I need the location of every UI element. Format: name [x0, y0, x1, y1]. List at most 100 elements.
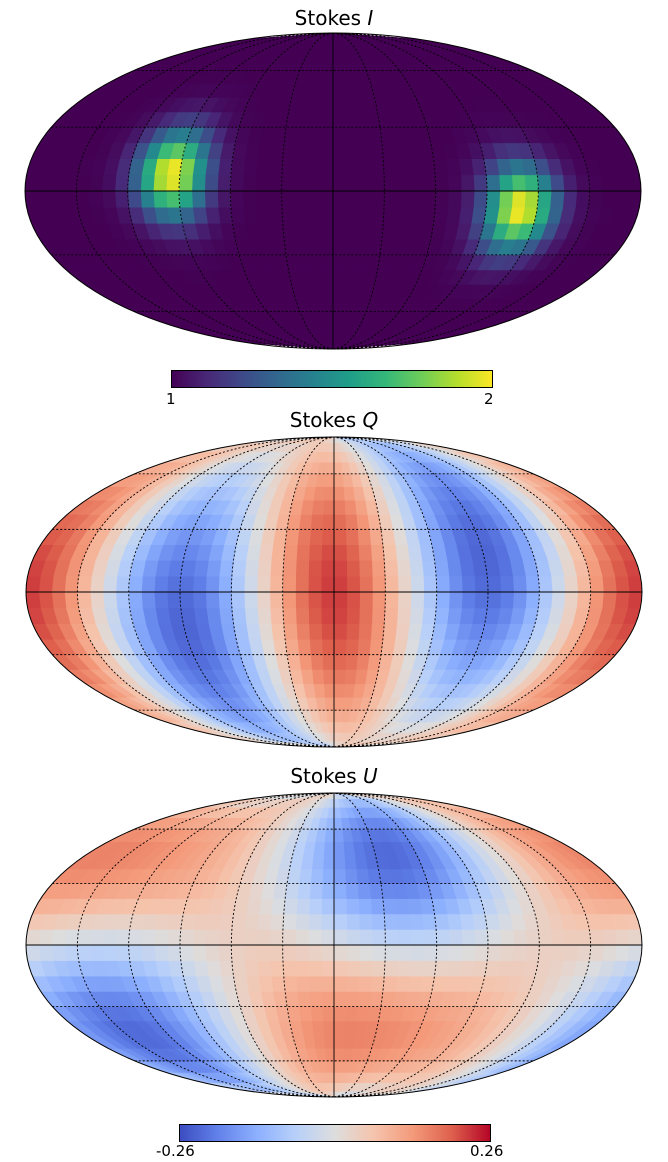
- map-pixel: [76, 944, 92, 961]
- map-pixel: [141, 575, 156, 593]
- map-pixel: [333, 544, 347, 561]
- map-pixel: [295, 929, 309, 946]
- map-pixel: [447, 174, 462, 192]
- map-pixel: [470, 206, 487, 224]
- map-pixel: [627, 575, 642, 593]
- map-pixel: [308, 975, 323, 992]
- map-pixel: [433, 158, 449, 176]
- map-pixel: [282, 591, 297, 609]
- map-pixel: [369, 142, 384, 159]
- map-pixel: [332, 70, 343, 84]
- map-pixel: [309, 883, 323, 899]
- map-pixel: [512, 944, 527, 961]
- map-pixel: [218, 960, 234, 977]
- map-pixel: [346, 575, 361, 593]
- map-pixel: [381, 142, 397, 159]
- map-pixel: [382, 898, 398, 915]
- map-pixel: [193, 960, 209, 977]
- map-pixel: [525, 591, 540, 609]
- map-pixel: [343, 854, 357, 870]
- meridian: [127, 32, 334, 350]
- map-pixel: [205, 944, 220, 961]
- map-pixel: [282, 960, 297, 977]
- map-pixel: [270, 544, 286, 561]
- map-pixel: [321, 514, 335, 530]
- map-pixel: [333, 654, 347, 670]
- map-pixel: [283, 126, 299, 144]
- map-pixel: [75, 190, 91, 208]
- map-pixel: [601, 944, 617, 961]
- map-pixel: [498, 174, 514, 192]
- map-pixel: [549, 190, 565, 208]
- map-pixel: [357, 529, 372, 545]
- map-pixel: [346, 913, 360, 930]
- map-pixel: [319, 190, 334, 208]
- map-pixel: [408, 206, 423, 224]
- map-pixel: [320, 142, 334, 159]
- meridian: [128, 792, 335, 1098]
- map-pixel: [76, 929, 92, 946]
- map-pixel: [421, 960, 437, 977]
- map-pixel: [340, 70, 353, 84]
- map-pixel: [433, 206, 449, 224]
- map-pixel: [270, 898, 286, 915]
- map-pixel: [320, 929, 335, 946]
- map-pixel: [193, 913, 209, 930]
- map-pixel: [486, 575, 502, 593]
- graticule: [26, 792, 642, 1098]
- map-pixel: [282, 560, 297, 577]
- map-pixel: [357, 206, 372, 224]
- map-pixel: [309, 529, 323, 545]
- map-pixel: [281, 190, 296, 208]
- map-pixel: [345, 206, 359, 224]
- map-pixel: [63, 174, 79, 192]
- map-pixel: [323, 683, 335, 698]
- map-pixel: [282, 575, 297, 593]
- map-pixel: [128, 575, 143, 593]
- map-pixel: [354, 854, 368, 870]
- map-pixel: [298, 654, 313, 670]
- map-pixel: [179, 929, 194, 946]
- map-pixel: [229, 190, 244, 208]
- map-pixel: [320, 238, 334, 256]
- map-pixel: [394, 544, 410, 561]
- map-pixel: [446, 607, 463, 624]
- map-pixel: [205, 560, 222, 577]
- map-pixel: [332, 298, 343, 312]
- map-pixel: [283, 623, 298, 640]
- map-outline: [24, 32, 642, 350]
- map-pixel: [384, 591, 399, 609]
- map-pixel: [307, 206, 321, 224]
- map-pixel: [397, 929, 412, 946]
- map-pixel: [358, 607, 373, 624]
- map-pixel: [319, 174, 334, 192]
- map-pixel: [179, 591, 194, 609]
- map-pixel: [218, 944, 233, 961]
- map-pixel: [343, 1020, 357, 1036]
- map-pixel: [38, 929, 54, 946]
- map-pixel: [218, 607, 234, 624]
- map-pixel: [283, 544, 298, 561]
- map-pixel: [333, 623, 347, 640]
- map-pixel: [324, 697, 335, 711]
- map-pixel: [434, 960, 450, 977]
- map-pixel: [396, 190, 411, 208]
- map-pixel: [473, 174, 488, 192]
- map-pixel: [153, 929, 169, 946]
- map-pixel: [395, 158, 410, 176]
- map-pixel: [357, 991, 372, 1007]
- map-pixel: [231, 913, 247, 930]
- colorbar-stokes-qu: [179, 1124, 491, 1142]
- map-pixel: [307, 223, 322, 240]
- map-pixel: [333, 607, 348, 624]
- map-pixel: [365, 254, 381, 271]
- map-pixel: [358, 960, 373, 977]
- map-pixel: [205, 929, 220, 946]
- map-pixel: [354, 254, 369, 271]
- map-pixel: [141, 944, 156, 961]
- map-pixel: [511, 174, 526, 192]
- map-pixel: [321, 975, 335, 992]
- map-pixel: [409, 190, 424, 208]
- map-pixel: [345, 975, 360, 992]
- map-pixel: [269, 944, 284, 961]
